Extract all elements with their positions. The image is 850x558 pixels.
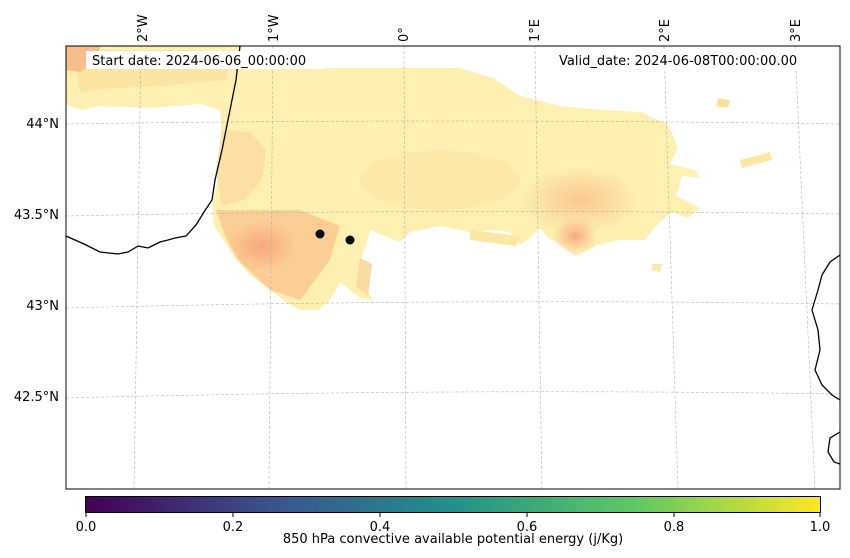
graticule: [66, 46, 840, 489]
lon-label: 1°E: [528, 19, 543, 42]
lat-label: 44°N: [26, 117, 59, 132]
map-frame: [65, 45, 841, 490]
lon-label: 1°W: [267, 14, 282, 42]
marker-1: [315, 229, 325, 239]
lat-label: 42.5°N: [14, 390, 59, 405]
valid-date-label: Valid_date: 2024-06-08T00:00:00.00: [559, 54, 797, 69]
latitude-labels: 44°N 43.5°N 43°N 42.5°N: [14, 117, 59, 405]
lon-label: 2°W: [136, 14, 151, 42]
lat-label: 43°N: [26, 299, 59, 314]
colorbar-tick-label: 1.0: [809, 520, 831, 535]
map-area: Start date: 2024-06-06_00:00:00 Valid_da…: [66, 46, 840, 489]
colorbar-tick-label: 0.2: [222, 520, 244, 535]
colorbar-title: 850 hPa convective available potential e…: [282, 532, 624, 547]
colorbar-tick-label: 0.0: [75, 520, 97, 535]
lon-label: 2°E: [658, 19, 673, 42]
colorbar: [85, 496, 821, 513]
colorbar-ticks: [85, 513, 821, 517]
lon-label: 3°E: [789, 19, 804, 42]
cape-field: [66, 46, 772, 310]
colorbar-tick-label: 0.6: [516, 520, 538, 535]
marker-2: [345, 235, 355, 245]
colorbar-tick-label: 0.4: [369, 520, 391, 535]
start-date-label: Start date: 2024-06-06_00:00:00: [92, 54, 306, 69]
coastline: [66, 46, 840, 465]
longitude-labels: 2°W 1°W 0° 1°E 2°E 3°E: [136, 14, 804, 42]
lat-label: 43.5°N: [14, 208, 59, 223]
colorbar-tick-label: 0.8: [663, 520, 685, 535]
lon-label: 0°: [397, 27, 412, 42]
